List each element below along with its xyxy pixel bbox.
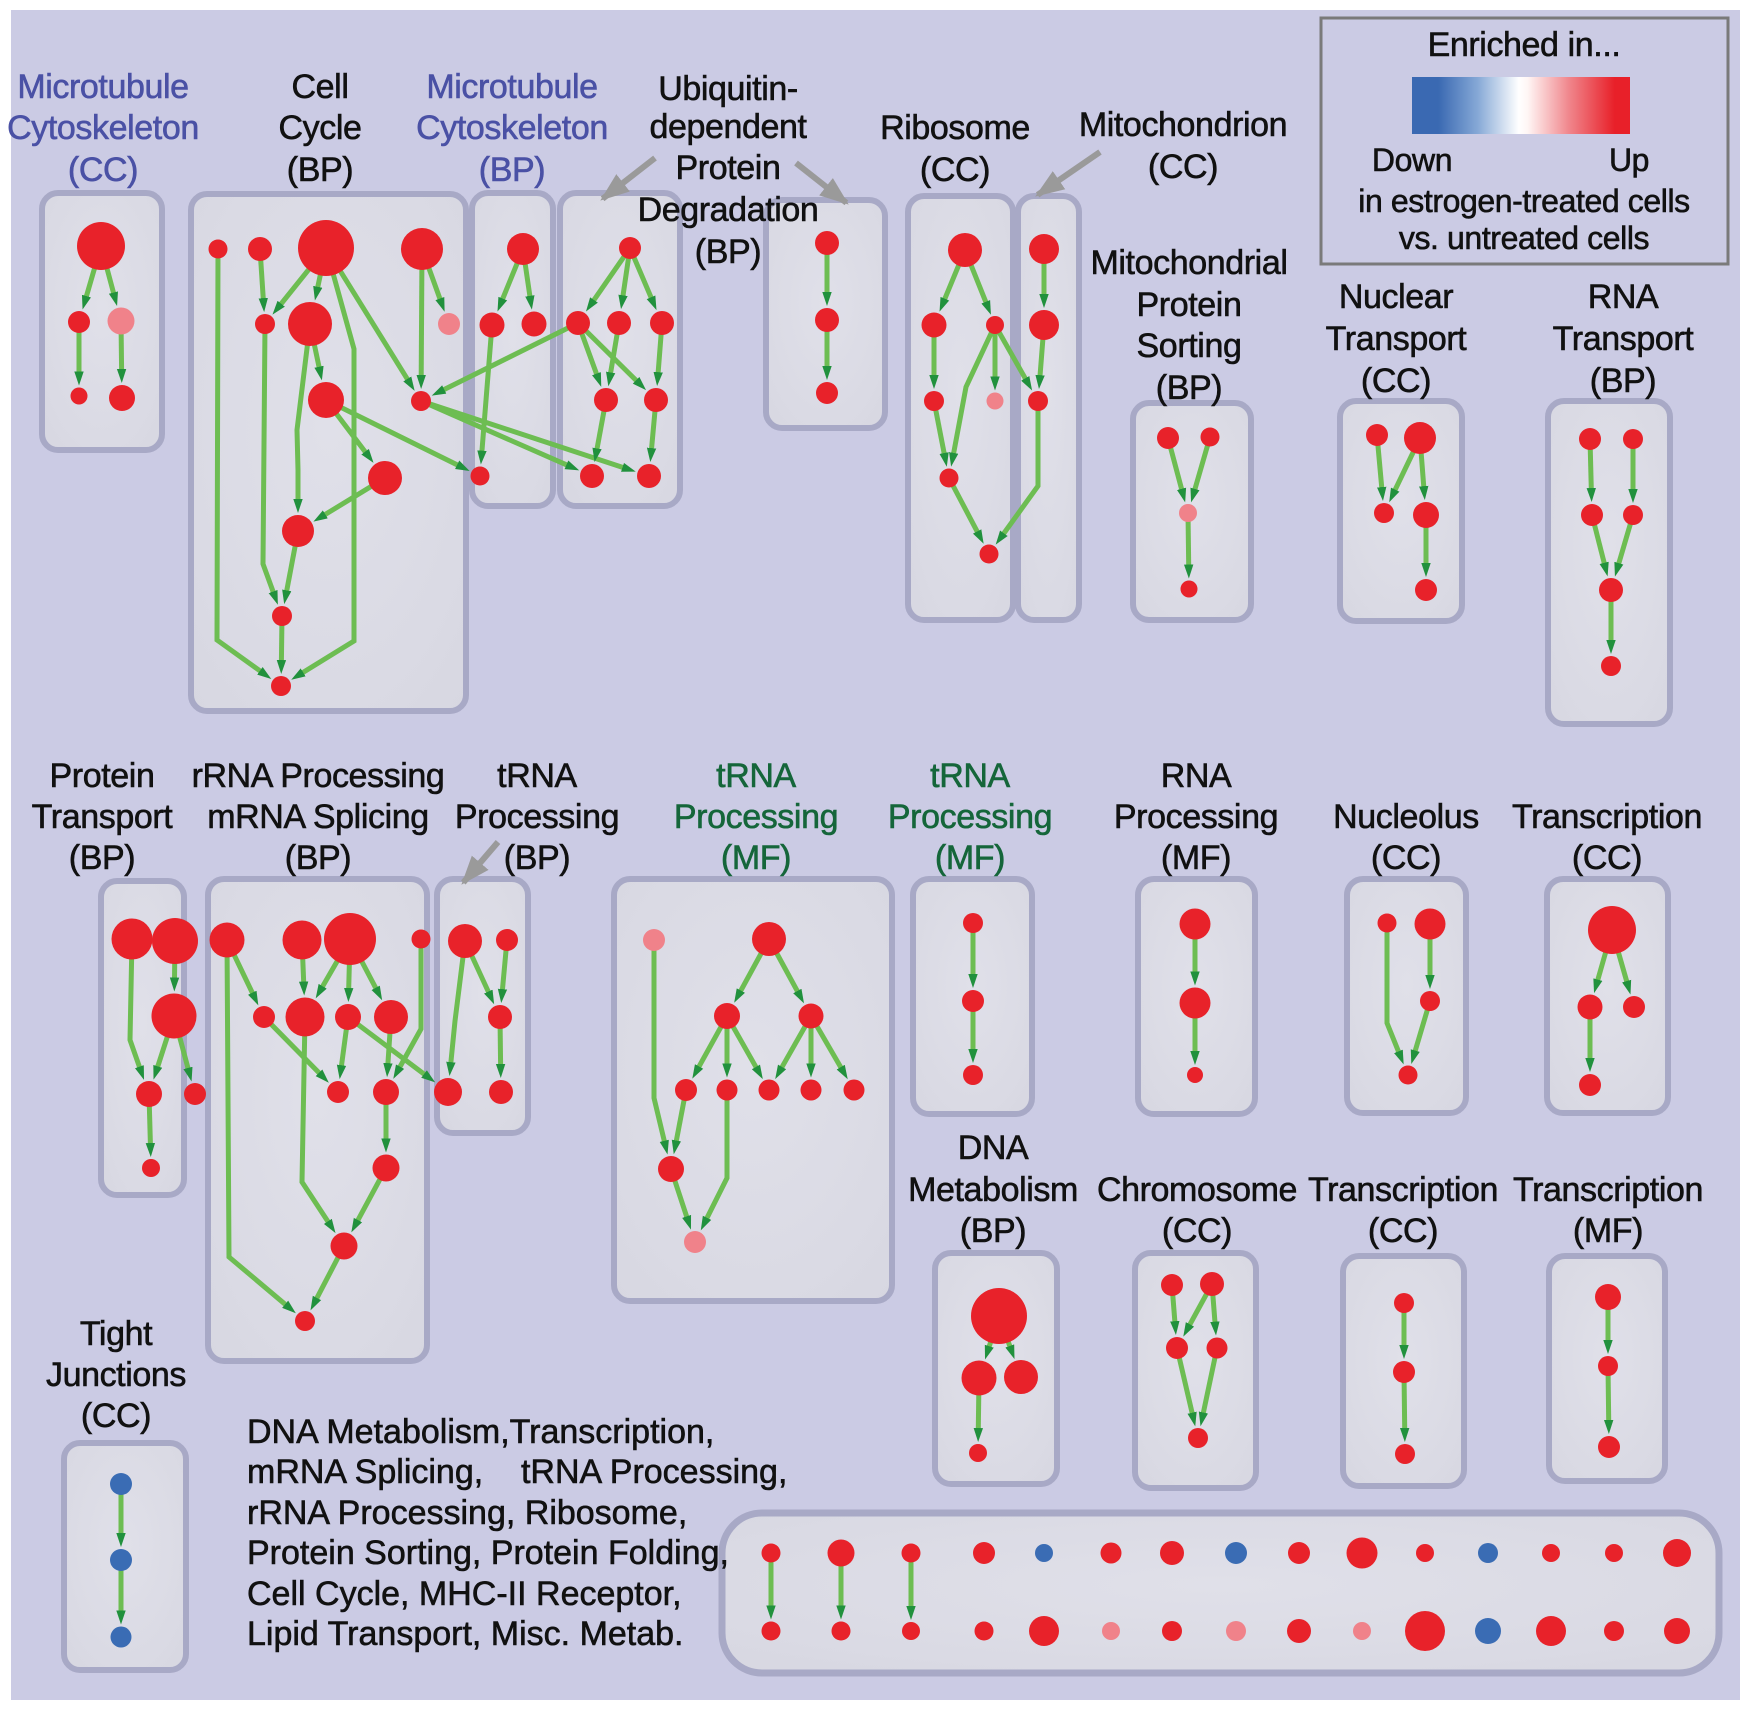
svg-text:Transcription: Transcription <box>1308 1171 1498 1209</box>
svg-text:Transport: Transport <box>1326 320 1468 358</box>
svg-text:(BP): (BP) <box>285 839 351 877</box>
svg-text:(CC): (CC) <box>1361 362 1431 400</box>
svg-text:Microtubule: Microtubule <box>17 68 188 106</box>
svg-text:Nuclear: Nuclear <box>1339 278 1453 316</box>
svg-text:Mitochondrial: Mitochondrial <box>1090 244 1287 282</box>
svg-text:(BP): (BP) <box>695 233 761 271</box>
svg-text:Transport: Transport <box>32 798 174 836</box>
svg-text:rRNA Processing, Ribosome,: rRNA Processing, Ribosome, <box>247 1494 687 1532</box>
svg-text:Cytoskeleton: Cytoskeleton <box>7 109 199 147</box>
svg-text:(CC): (CC) <box>1368 1212 1438 1250</box>
svg-text:Processing: Processing <box>674 798 838 836</box>
svg-text:Degradation: Degradation <box>638 191 819 229</box>
svg-text:Protein: Protein <box>50 757 155 795</box>
svg-text:(CC): (CC) <box>920 151 990 189</box>
svg-text:tRNA: tRNA <box>930 757 1010 795</box>
svg-text:Ribosome: Ribosome <box>880 109 1030 147</box>
svg-text:(MF): (MF) <box>935 839 1005 877</box>
svg-text:Nucleolus: Nucleolus <box>1333 798 1479 836</box>
svg-text:rRNA Processing: rRNA Processing <box>192 757 445 795</box>
svg-text:Protein: Protein <box>676 149 781 187</box>
svg-text:(MF): (MF) <box>721 839 791 877</box>
svg-text:Microtubule: Microtubule <box>426 68 597 106</box>
svg-text:Ubiquitin-: Ubiquitin- <box>658 70 798 108</box>
svg-text:Cell Cycle, MHC-II Receptor,: Cell Cycle, MHC-II Receptor, <box>247 1575 682 1613</box>
svg-text:(BP): (BP) <box>960 1212 1026 1250</box>
svg-text:tRNA: tRNA <box>716 757 796 795</box>
svg-text:Cell: Cell <box>292 68 349 106</box>
svg-text:Transcription: Transcription <box>1513 1171 1703 1209</box>
svg-text:(MF): (MF) <box>1161 839 1231 877</box>
svg-text:tRNA: tRNA <box>497 757 577 795</box>
svg-text:(BP): (BP) <box>69 839 135 877</box>
svg-text:dependent: dependent <box>649 108 807 146</box>
svg-text:Cytoskeleton: Cytoskeleton <box>416 109 608 147</box>
svg-text:(BP): (BP) <box>287 151 353 189</box>
svg-text:Protein: Protein <box>1137 286 1242 324</box>
svg-text:(MF): (MF) <box>1573 1212 1643 1250</box>
svg-text:RNA: RNA <box>1588 278 1659 316</box>
svg-text:(CC): (CC) <box>1162 1212 1232 1250</box>
svg-text:Down: Down <box>1372 142 1452 178</box>
svg-text:(CC): (CC) <box>1572 839 1642 877</box>
svg-text:Transport: Transport <box>1553 320 1695 358</box>
svg-text:vs. untreated cells: vs. untreated cells <box>1399 220 1649 256</box>
svg-text:Transcription: Transcription <box>1512 798 1702 836</box>
svg-text:Cycle: Cycle <box>278 109 361 147</box>
svg-text:Lipid Transport, Misc. Metab.: Lipid Transport, Misc. Metab. <box>247 1615 684 1653</box>
svg-text:(BP): (BP) <box>1156 369 1222 407</box>
svg-text:in estrogen-treated cells: in estrogen-treated cells <box>1358 183 1690 219</box>
svg-text:(CC): (CC) <box>1371 839 1441 877</box>
svg-text:(CC): (CC) <box>81 1397 151 1435</box>
svg-text:Enriched in...: Enriched in... <box>1428 26 1621 64</box>
svg-text:Mitochondrion: Mitochondrion <box>1079 106 1287 144</box>
svg-text:(BP): (BP) <box>479 151 545 189</box>
svg-text:(CC): (CC) <box>68 151 138 189</box>
svg-text:(BP): (BP) <box>504 839 570 877</box>
svg-text:Sorting: Sorting <box>1137 327 1242 365</box>
svg-text:(BP): (BP) <box>1590 362 1656 400</box>
svg-text:Up: Up <box>1609 142 1649 178</box>
svg-text:DNA: DNA <box>958 1129 1029 1167</box>
svg-text:mRNA Splicing, tRNA Process: mRNA Splicing, tRNA Processing, <box>247 1453 787 1491</box>
svg-text:Chromosome: Chromosome <box>1097 1171 1297 1209</box>
svg-text:Junctions: Junctions <box>46 1356 186 1394</box>
svg-text:RNA: RNA <box>1161 757 1232 795</box>
svg-text:mRNA Splicing: mRNA Splicing <box>207 798 429 836</box>
svg-text:Protein Sorting, Protein Foldi: Protein Sorting, Protein Folding, <box>247 1534 729 1572</box>
svg-text:Tight: Tight <box>80 1315 153 1353</box>
svg-text:DNA Metabolism,Transcription,: DNA Metabolism,Transcription, <box>247 1413 714 1451</box>
svg-text:Processing: Processing <box>1114 798 1278 836</box>
svg-text:Processing: Processing <box>888 798 1052 836</box>
svg-text:(CC): (CC) <box>1148 148 1218 186</box>
svg-text:Processing: Processing <box>455 798 619 836</box>
svg-text:Metabolism: Metabolism <box>908 1171 1078 1209</box>
